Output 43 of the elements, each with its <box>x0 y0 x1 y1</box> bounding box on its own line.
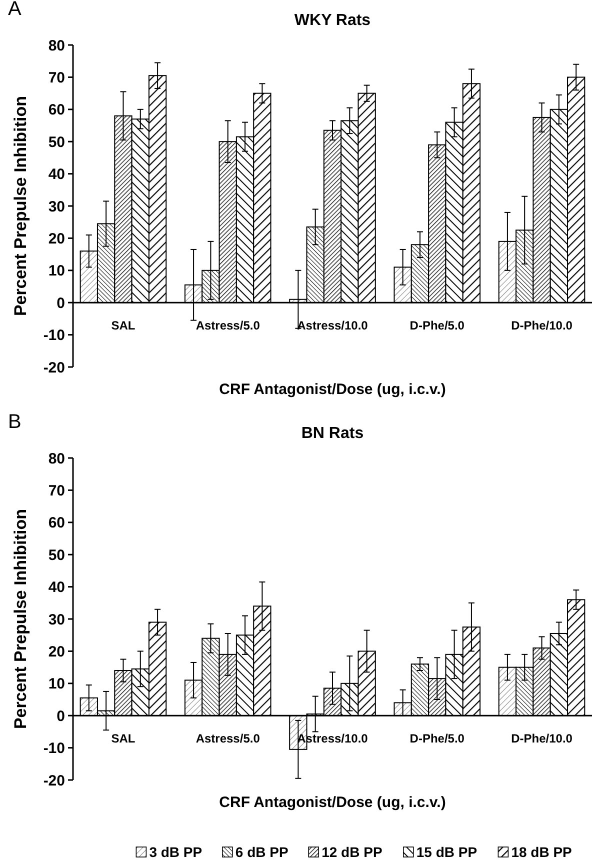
legend-label: 12 dB PP <box>322 844 382 860</box>
x-tick-label: SAL <box>111 318 136 333</box>
x-tick-label: D-Phe/5.0 <box>410 318 465 333</box>
x-tick-label: Astress/5.0 <box>196 732 260 746</box>
x-tick-label: D-Phe/10.0 <box>511 318 573 333</box>
x-tick-label: SAL <box>111 732 136 746</box>
legend-label: 15 dB PP <box>416 844 478 860</box>
y-tick-label: 20 <box>48 230 65 248</box>
x-tick-label: Astress/5.0 <box>196 318 260 333</box>
chart-subtitle: A <box>8 0 22 20</box>
chart-title: BN Rats <box>301 425 364 442</box>
y-axis-title: Percent Prepulse Inhibition <box>11 508 30 730</box>
x-axis-title: CRF Antagonist/Dose (ug, i.c.v.) <box>219 794 446 811</box>
y-tick-label: 40 <box>48 579 65 596</box>
y-tick-label: -20 <box>43 359 65 376</box>
chart-subtitle: B <box>8 411 22 433</box>
y-axis-title: Percent Prepulse Inhibition <box>11 96 30 316</box>
y-tick-label: 70 <box>48 69 65 86</box>
x-axis-title: CRF Antagonist/Dose (ug, i.c.v.) <box>219 381 446 398</box>
chart-title: WKY Rats <box>294 12 371 29</box>
y-tick-label: -10 <box>43 327 65 344</box>
y-tick-label: 30 <box>48 611 65 628</box>
y-tick-label: 30 <box>48 198 65 216</box>
y-tick-label: 10 <box>48 676 65 693</box>
y-tick-label: 0 <box>56 294 65 312</box>
legend-label: 18 dB PP <box>511 844 572 860</box>
y-tick-label: 60 <box>48 102 65 119</box>
y-tick-label: 80 <box>48 37 65 54</box>
legend-label: 3 dB PP <box>149 844 202 860</box>
y-tick-label: 60 <box>48 514 65 532</box>
y-tick-label: -10 <box>43 740 65 758</box>
x-tick-label: D-Phe/10.0 <box>511 732 573 746</box>
y-tick-label: 20 <box>48 643 65 660</box>
y-tick-label: 50 <box>48 134 65 151</box>
legend-label: 6 dB PP <box>235 844 288 860</box>
y-tick-label: 0 <box>56 708 65 725</box>
y-tick-label: 40 <box>48 166 65 184</box>
x-tick-label: D-Phe/5.0 <box>410 732 465 746</box>
y-tick-label: 70 <box>48 482 65 500</box>
y-tick-label: 80 <box>48 450 65 468</box>
y-tick-label: -20 <box>43 772 65 790</box>
y-tick-label: 50 <box>48 546 65 564</box>
y-tick-label: 10 <box>48 262 65 280</box>
